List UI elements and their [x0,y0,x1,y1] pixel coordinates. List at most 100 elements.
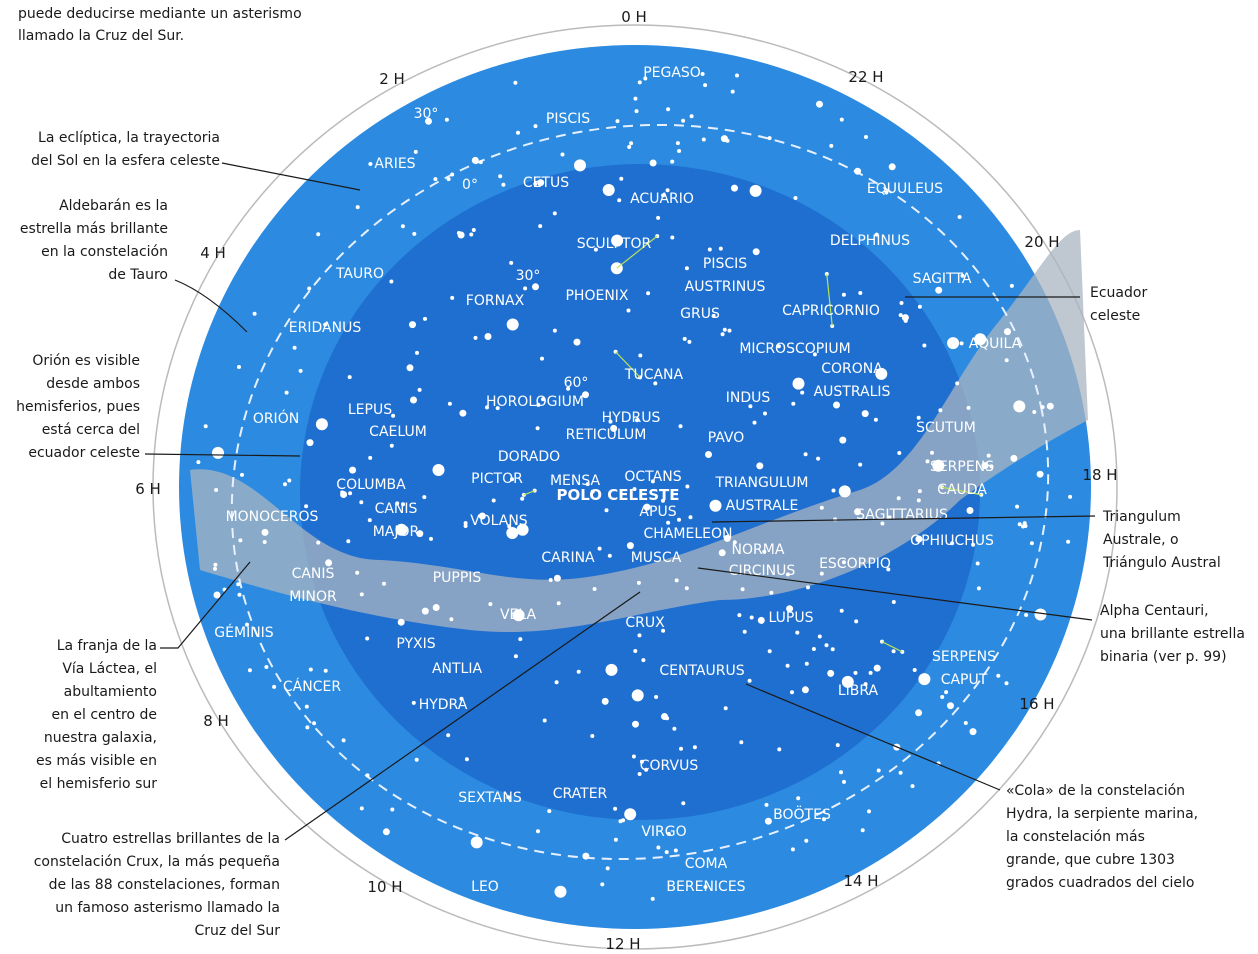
star [355,205,360,210]
star [626,542,634,550]
star [737,613,742,618]
degree-label: 30° [414,106,439,122]
star [841,292,846,297]
star [793,196,798,200]
star [629,141,634,146]
star [506,527,519,539]
degree-label: 60° [564,375,589,391]
star [433,177,438,182]
star [262,540,267,544]
star [316,540,321,545]
star [763,411,767,416]
annotation: en el centro de [51,707,157,723]
star [769,590,774,595]
star [626,308,631,313]
constellation-name: DORADO [498,449,560,465]
annotation: Hydra, la serpiente marina, [1006,806,1198,822]
star [666,107,671,112]
star [547,809,552,814]
star [471,156,479,164]
star [661,193,666,198]
hour-label: 10 H [367,878,402,896]
constellation-name: MUSCA [631,550,682,566]
star [800,390,805,395]
star [602,184,615,196]
star [507,524,512,529]
star [790,690,794,695]
star [785,663,790,668]
star [887,515,892,520]
star [854,619,859,624]
annotation: del Sol en la esfera celeste [31,153,220,169]
constellation-name: OCTANS [624,469,681,485]
constellation-name: NORMA [732,542,785,558]
annotation: un famoso asterismo llamado la [55,900,280,916]
star [718,246,723,251]
leaders [144,162,1096,841]
star [365,773,370,778]
star [917,304,922,309]
star [391,413,396,418]
star [459,409,467,417]
star [471,228,476,232]
star [756,462,764,470]
star [742,629,747,634]
hour-label: 6 H [135,480,161,498]
star [703,83,708,88]
star [692,745,697,750]
star [767,136,772,141]
star [670,235,675,240]
constellation-name: MAJOR [373,524,420,540]
star [764,817,772,825]
constellation-name: CANIS [375,501,418,517]
constellation-name: BERENICES [666,879,745,895]
constellation-name: PUPPIS [433,570,482,586]
annotation: en la constelación [41,244,168,260]
leader-line [745,683,1001,791]
star [650,896,655,901]
annotation: Vía Láctea, el [62,661,157,677]
degree-label: 0° [462,177,478,193]
star [449,617,454,622]
constellation-name: MENSA [550,473,601,489]
star [839,117,844,122]
star [305,725,310,730]
star [650,479,655,484]
star [1013,400,1026,413]
star [684,266,689,271]
star [918,673,931,686]
constellation-name: MINOR [289,589,337,605]
annotation: Cuatro estrellas brillantes de la [61,831,280,847]
star [841,675,854,688]
star [899,301,904,305]
star [868,670,873,675]
star [582,852,590,860]
star [916,415,921,420]
star [981,462,989,470]
star [674,578,679,583]
star [510,477,514,482]
star [675,141,680,146]
star [478,160,483,165]
hour-label: 4 H [200,244,226,262]
constellation-name: HOROLOGIUM [486,394,584,410]
star [416,530,424,538]
star [1024,613,1029,617]
star [955,381,960,386]
star [415,350,419,355]
star [395,501,400,506]
constellation-name: TUCANA [624,367,684,383]
star [688,515,693,520]
star [827,669,835,677]
leader-line [174,279,248,333]
milky-way [190,230,1088,633]
star [574,159,586,172]
star [264,665,269,669]
star [975,561,980,566]
constellation-name: DELPHINUS [830,233,910,249]
star [610,424,618,432]
leader-line [144,453,301,457]
star [533,181,538,186]
constellation-name: PISCIS [546,111,590,127]
star [368,455,373,460]
